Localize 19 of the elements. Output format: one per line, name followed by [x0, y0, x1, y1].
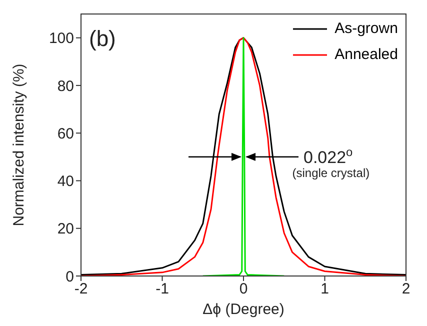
x-tick-label: -1: [156, 280, 169, 298]
x-tick-label: -2: [74, 280, 88, 298]
y-tick-label: 0: [66, 268, 74, 286]
x-tick-label: 1: [320, 280, 329, 298]
annotation: (b): [89, 26, 116, 51]
x-axis-title: Δϕ (Degree): [202, 301, 284, 318]
legend-label: As-grown: [334, 19, 398, 39]
y-axis-title: Normalized intensity (%): [10, 64, 28, 226]
y-tick-label: 20: [57, 220, 74, 238]
annotation: (single crystal): [292, 166, 370, 180]
y-tick-label: 80: [57, 78, 74, 95]
annotation: 0.022$^{o}$: [304, 144, 354, 167]
legend-label: Annealed: [334, 45, 398, 65]
line-series: [202, 37, 285, 276]
x-tick-label: 2: [402, 280, 410, 298]
y-tick-label: 100: [48, 30, 74, 48]
y-tick-label: 40: [57, 173, 74, 190]
y-tick-label: 60: [57, 125, 74, 142]
x-tick-label: 0: [239, 280, 248, 298]
